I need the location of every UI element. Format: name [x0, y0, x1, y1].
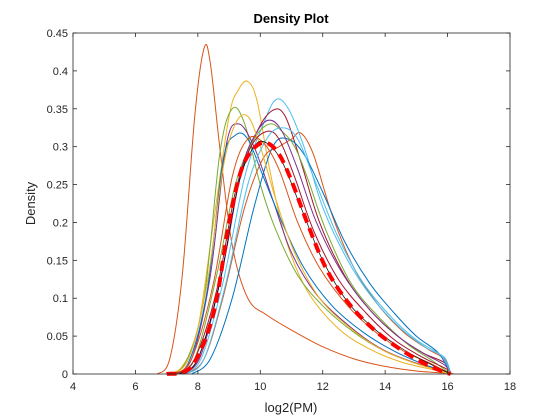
- y-tick-label: 0.35: [47, 104, 68, 116]
- x-axis-label: log2(PM): [265, 400, 318, 415]
- x-tick-label: 6: [132, 381, 138, 393]
- y-tick-label: 0.3: [53, 142, 68, 154]
- x-tick-label: 10: [254, 381, 266, 393]
- y-axis-ticks: 0 0.05 0.1 0.15 0.2 0.25 0.3 0.35 0.4 0.45: [47, 28, 510, 381]
- y-tick-label: 0.1: [53, 293, 68, 305]
- y-tick-label: 0.15: [47, 255, 68, 267]
- density-curve-14: [185, 127, 452, 375]
- plot-frame: [72, 32, 511, 375]
- y-tick-label: 0.4: [53, 66, 68, 78]
- chart-title: Density Plot: [253, 11, 329, 26]
- series-layer: [156, 43, 454, 376]
- density-curve-6: [185, 131, 452, 375]
- density-curve-7: [181, 98, 452, 375]
- y-axis-label: Density: [23, 181, 38, 225]
- plot-area: [73, 33, 510, 374]
- density-curve-1: [156, 43, 454, 375]
- x-tick-label: 4: [70, 381, 76, 393]
- density-curve-5: [169, 132, 452, 375]
- x-tick-label: 18: [504, 381, 516, 393]
- density-curve-13: [175, 130, 452, 375]
- density-curve-2: [166, 80, 451, 375]
- density-curve-9: [191, 137, 452, 375]
- y-tick-label: 0.25: [47, 180, 68, 192]
- x-tick-label: 12: [317, 381, 329, 393]
- x-tick-label: 8: [195, 381, 201, 393]
- y-tick-label: 0.2: [53, 217, 68, 229]
- y-tick-label: 0: [62, 369, 68, 381]
- density-curve-12: [169, 114, 451, 375]
- x-axis-ticks: 4 6 8 10 12 14 16 18: [70, 33, 516, 393]
- x-tick-label: 16: [441, 381, 453, 393]
- y-tick-label: 0.05: [47, 331, 68, 343]
- x-tick-label: 14: [379, 381, 391, 393]
- y-tick-label: 0.45: [47, 28, 68, 40]
